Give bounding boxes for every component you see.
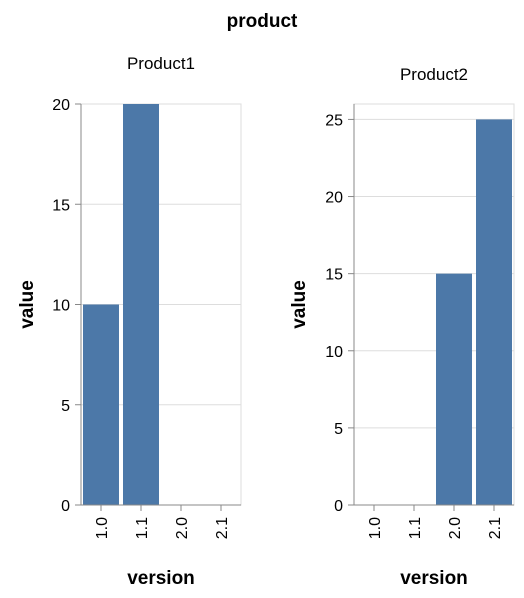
y-tick-label: 20 xyxy=(52,97,70,114)
y-axis-title: value xyxy=(289,280,310,329)
bar-2.1 xyxy=(476,119,512,505)
bar-2.0 xyxy=(436,273,472,505)
y-axis-title: value xyxy=(17,280,38,329)
x-tick-label: 1.1 xyxy=(407,517,424,539)
bar-1.0 xyxy=(83,304,119,505)
bar-1.1 xyxy=(123,104,159,505)
y-tick-label: 15 xyxy=(52,197,70,214)
x-tick-label: 2.0 xyxy=(174,517,191,539)
x-tick-label: 2.1 xyxy=(487,517,504,539)
y-tick-label: 25 xyxy=(325,112,343,129)
y-tick-label: 5 xyxy=(334,421,343,438)
chart-panel-1: 0 5 10 15 20 1.0 1.1 2.0 2.1 Product1 version value xyxy=(17,54,242,589)
x-tick-label: 1.0 xyxy=(367,517,384,539)
y-tick-label: 20 xyxy=(325,190,343,207)
y-tick-label: 0 xyxy=(61,498,70,515)
y-tick-label: 15 xyxy=(325,267,343,284)
chart-panel-2: 0 5 10 15 20 25 1.0 1.1 2.0 2.1 Product2 version val… xyxy=(289,65,515,589)
panel-title: Product2 xyxy=(400,65,468,84)
x-tick-label: 1.0 xyxy=(94,517,111,539)
y-tick-label: 0 xyxy=(334,498,343,515)
x-axis-title: version xyxy=(127,568,195,589)
y-tick-label: 5 xyxy=(61,398,70,415)
y-tick-label: 10 xyxy=(52,298,70,315)
x-tick-label: 2.0 xyxy=(447,517,464,539)
x-tick-label: 2.1 xyxy=(214,517,231,539)
panel-title: Product1 xyxy=(127,54,195,73)
facet-header-title: product xyxy=(227,11,298,32)
x-tick-label: 1.1 xyxy=(134,517,151,539)
x-axis-title: version xyxy=(400,568,468,589)
y-tick-label: 10 xyxy=(325,344,343,361)
